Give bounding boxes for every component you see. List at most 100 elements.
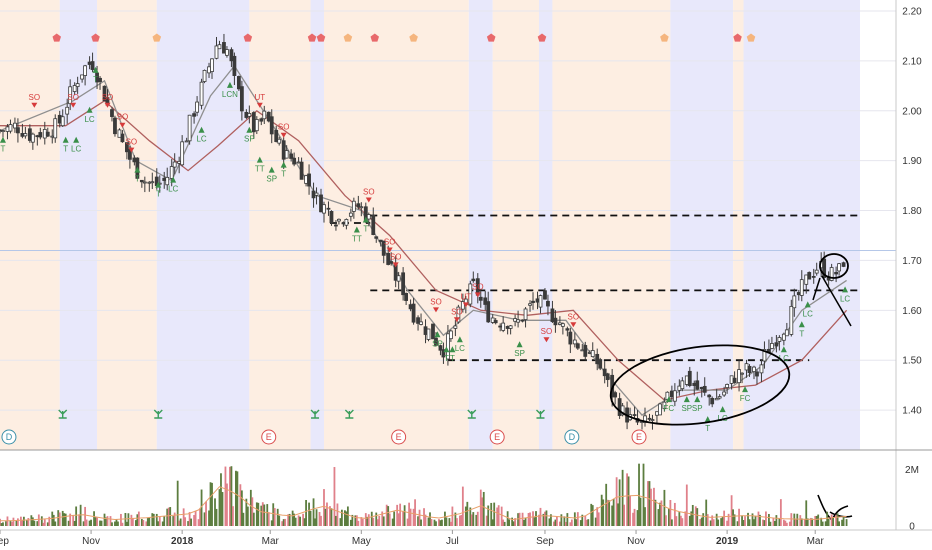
volume-bar [744, 516, 746, 526]
candle-up [523, 308, 528, 320]
volume-bars [0, 463, 848, 526]
volume-bar [232, 506, 234, 526]
volume-bar [539, 507, 542, 526]
volume-bar [597, 512, 600, 526]
candle-down [695, 380, 700, 390]
volume-bar [215, 508, 218, 526]
volume-bar [229, 466, 231, 526]
volume-bar [688, 515, 691, 526]
candle-down [16, 127, 20, 134]
signal-label-buy: T [1, 145, 6, 154]
volume-bar [481, 497, 484, 526]
volume-bar [556, 516, 558, 526]
volume-bar [763, 520, 766, 526]
price-tick-label: 1.60 [902, 306, 922, 317]
signal-arrow-up [516, 341, 523, 348]
volume-bar [385, 504, 388, 526]
candle-down [841, 262, 846, 267]
volume-bar [524, 517, 527, 526]
volume-average-line [0, 486, 847, 522]
signal-label-buy: T [156, 190, 161, 199]
candle-down [632, 414, 637, 416]
volume-bar [542, 513, 545, 526]
volume-bar [263, 504, 266, 526]
volume-bar [190, 518, 193, 526]
volume-bar [294, 517, 297, 526]
volume-bar [817, 514, 820, 526]
background-band [743, 0, 860, 450]
volume-bar [140, 519, 143, 526]
candle-down [411, 303, 416, 323]
candle-up [684, 375, 689, 385]
volume-bar [679, 515, 682, 526]
signal-arrow-down [280, 132, 287, 138]
volume-bar [148, 517, 151, 526]
volume-bar [309, 510, 312, 526]
signal-label-buy: LC [840, 294, 850, 303]
volume-bar [709, 520, 712, 526]
volume-bar [40, 516, 43, 526]
volume-bar [458, 515, 461, 526]
volume-bar [2, 522, 4, 526]
volume-bar [52, 514, 55, 526]
volume-bar [748, 519, 751, 526]
candle-down [125, 142, 129, 153]
volume-bar [167, 507, 170, 526]
signal-arrow-up [198, 126, 205, 133]
candle-down [471, 278, 476, 282]
signal-arrow-down [31, 102, 38, 108]
bottom-plant-marker [535, 409, 545, 419]
signal-label-sell: UT [460, 292, 471, 301]
volume-bar [618, 479, 621, 526]
candle-down [259, 118, 264, 122]
volume-bar [172, 516, 175, 526]
candle-down [334, 224, 338, 227]
volume-bar [284, 518, 287, 526]
candle-up [557, 322, 562, 325]
time-tick-label: Mar [262, 536, 280, 547]
volume-bar [794, 518, 797, 526]
volume-bar [163, 516, 166, 526]
volume-bar [145, 521, 148, 526]
candle-up [655, 411, 659, 416]
candle-up [184, 140, 189, 143]
candle-down [378, 239, 383, 242]
volume-bar [346, 506, 349, 526]
volume-bar [345, 511, 348, 526]
volume-bar [37, 514, 40, 526]
candle-up [643, 415, 647, 423]
candle-down [319, 194, 323, 213]
candle-up [752, 366, 756, 373]
volume-bar [585, 519, 588, 526]
volume-bar [753, 519, 755, 526]
volume-bar [236, 471, 239, 526]
volume-bar [429, 512, 431, 526]
volume-bar [503, 521, 506, 526]
volume-bar [17, 518, 19, 526]
bottom-plant-marker [153, 409, 163, 419]
volume-bar [137, 511, 140, 526]
volume-bar [773, 521, 776, 526]
candle-down [602, 368, 607, 377]
candle-down [692, 382, 697, 386]
volume-bar [532, 511, 534, 526]
candle-down [807, 272, 812, 280]
candle-up [777, 337, 782, 342]
candle-down [20, 133, 25, 137]
volume-bar [166, 508, 169, 526]
volume-bar [5, 521, 7, 526]
background-band [733, 0, 744, 450]
candle-down [565, 328, 570, 331]
volume-bar [130, 514, 133, 526]
candle-down [543, 290, 547, 300]
signal-arrow-up [434, 331, 441, 338]
candle-down [747, 365, 752, 374]
volume-bar [391, 518, 394, 526]
volume-bar [336, 503, 339, 526]
candle-down [266, 111, 271, 122]
volume-bar [511, 517, 514, 526]
candle-down [416, 317, 420, 324]
background-band [670, 0, 734, 450]
signal-arrow-up [0, 136, 6, 143]
volume-bar [584, 515, 587, 526]
